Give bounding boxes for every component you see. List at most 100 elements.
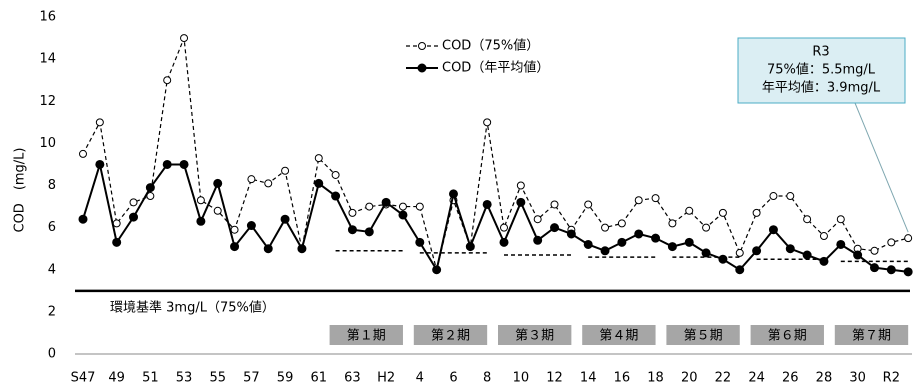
data-point <box>887 238 896 247</box>
data-point <box>381 197 391 207</box>
data-point <box>550 223 560 233</box>
x-tick-label: 10 <box>513 371 530 386</box>
y-tick-label: 6 <box>48 220 56 235</box>
data-point <box>516 197 526 207</box>
x-tick-label: 24 <box>748 371 765 386</box>
x-tick-label: 53 <box>176 371 193 386</box>
period-box <box>750 325 824 345</box>
data-point <box>79 149 87 158</box>
data-point <box>752 208 761 217</box>
data-point <box>702 223 711 232</box>
period-box <box>666 325 740 345</box>
legend-label: COD（年平均値） <box>442 60 549 76</box>
annotation-text: 年平均値：3.9mg/L <box>762 80 881 96</box>
x-tick-label: 49 <box>108 371 125 386</box>
data-point <box>213 178 223 188</box>
data-point <box>398 210 408 220</box>
y-tick-label: 16 <box>39 10 56 25</box>
data-point <box>500 223 508 232</box>
data-point <box>667 242 677 252</box>
data-point <box>600 246 610 256</box>
period-label: 第２期 <box>431 329 470 344</box>
data-point <box>769 192 778 201</box>
data-point <box>701 248 711 258</box>
data-point <box>836 239 846 249</box>
data-point <box>870 246 879 255</box>
x-tick-label: S47 <box>71 371 96 386</box>
y-tick-label: 14 <box>39 52 56 67</box>
x-tick-label: 20 <box>681 371 698 386</box>
data-point <box>314 178 324 188</box>
data-point <box>196 216 206 226</box>
data-point <box>533 235 543 245</box>
data-point <box>398 202 407 211</box>
data-point <box>415 202 424 211</box>
data-point <box>853 250 863 260</box>
data-point <box>483 118 492 127</box>
data-point <box>129 212 139 222</box>
data-point <box>516 181 525 190</box>
data-point <box>162 159 172 169</box>
data-point <box>668 219 677 228</box>
data-point <box>365 202 374 211</box>
data-point <box>869 263 879 273</box>
data-point <box>802 250 812 260</box>
x-tick-label: 57 <box>243 371 260 386</box>
data-point <box>819 232 828 241</box>
data-point <box>634 196 643 205</box>
x-tick-label: H2 <box>377 371 395 386</box>
x-tick-label: 6 <box>449 371 457 386</box>
period-label: 第３期 <box>515 329 554 344</box>
data-point <box>112 219 121 228</box>
data-point <box>432 265 442 275</box>
series-line <box>82 160 909 273</box>
data-point <box>364 227 374 237</box>
period-box <box>582 325 656 345</box>
data-point <box>651 194 660 203</box>
data-point <box>280 214 290 224</box>
data-point <box>904 234 913 243</box>
data-point <box>550 200 559 209</box>
data-point <box>735 265 745 275</box>
data-point <box>583 239 593 249</box>
data-point <box>163 76 172 85</box>
x-tick-label: 30 <box>849 371 866 386</box>
data-point <box>752 246 762 256</box>
y-tick-label: 4 <box>48 262 56 277</box>
y-tick-label: 12 <box>39 94 56 109</box>
y-axis-label: COD (mg/L) <box>13 147 28 232</box>
data-point <box>247 175 256 184</box>
x-tick-label: 16 <box>614 371 631 386</box>
x-tick-label: 14 <box>580 371 597 386</box>
x-tick-label: 26 <box>782 371 799 386</box>
data-point <box>145 183 155 193</box>
period-label: 第７期 <box>852 329 891 344</box>
data-point <box>297 244 307 254</box>
y-tick-label: 10 <box>39 136 56 151</box>
data-point <box>499 237 509 247</box>
period-label: 第５期 <box>684 329 723 344</box>
data-point <box>95 159 105 169</box>
data-point <box>786 192 795 201</box>
data-point <box>718 254 728 264</box>
data-point <box>819 256 829 266</box>
period-box <box>329 325 403 345</box>
data-point <box>281 166 290 175</box>
annotation-box <box>737 37 906 104</box>
y-tick-label: 0 <box>48 347 56 362</box>
period-label: 第１期 <box>347 329 386 344</box>
data-point <box>95 118 104 127</box>
x-tick-label: 12 <box>546 371 563 386</box>
legend-label: COD（75%値） <box>442 38 539 54</box>
data-point <box>213 206 222 215</box>
x-tick-label: 22 <box>715 371 732 386</box>
legend-box <box>397 32 561 82</box>
data-point <box>785 244 795 254</box>
data-point <box>264 179 273 188</box>
period-box <box>834 325 909 345</box>
data-point <box>617 219 626 228</box>
annotation-pointer <box>854 102 909 233</box>
data-point <box>634 229 644 239</box>
data-point <box>448 189 458 199</box>
